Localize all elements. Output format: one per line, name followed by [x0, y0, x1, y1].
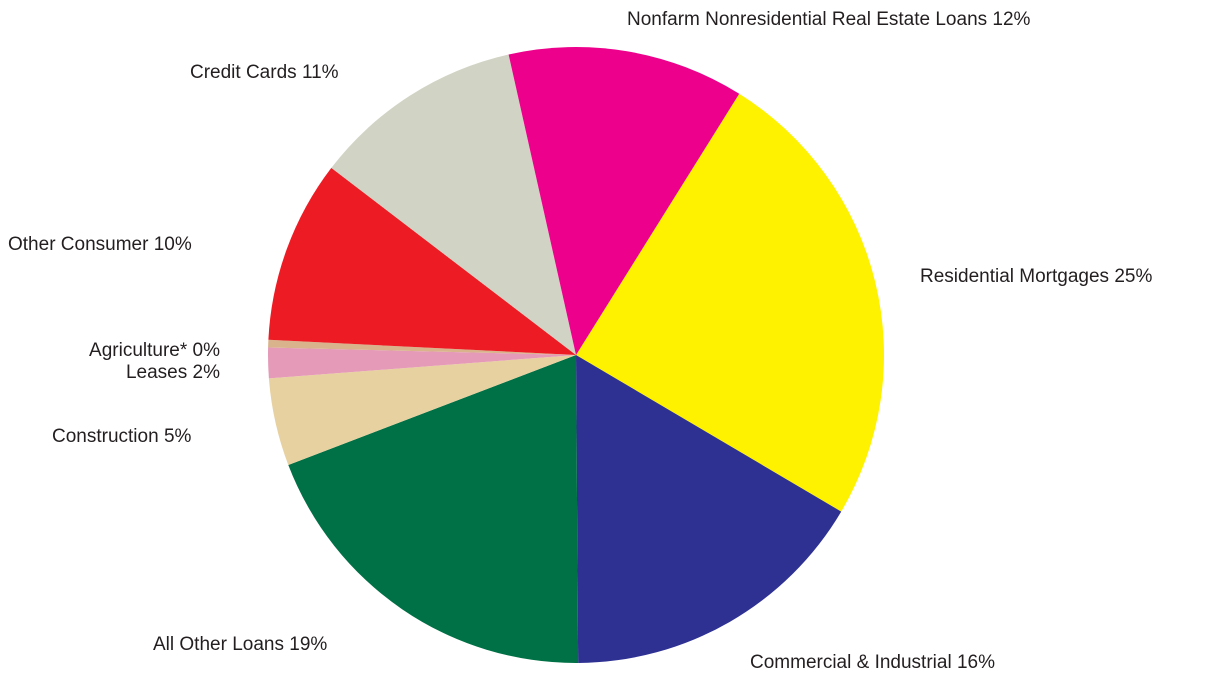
category-name: All Other Loans	[153, 634, 284, 655]
value-label: 5%	[164, 426, 192, 447]
slice-label: Residential Mortgages 25%	[920, 266, 1152, 287]
value-label: 16%	[957, 652, 995, 673]
slice-label: Credit Cards 11%	[190, 62, 339, 83]
category-name: Leases	[126, 362, 187, 383]
value-label: 11%	[302, 62, 339, 83]
slice-label: Agriculture* 0%	[89, 340, 220, 361]
category-name: Credit Cards	[190, 62, 297, 83]
pie-slice	[268, 347, 576, 379]
pie-slice	[268, 167, 576, 355]
slice-label: All Other Loans 19%	[153, 634, 327, 655]
slice-label: Other Consumer 10%	[8, 234, 192, 255]
category-name: Nonfarm Nonresidential Real Estate Loans	[627, 9, 987, 30]
pie-slice	[268, 339, 576, 355]
pie-slice	[576, 355, 842, 663]
slice-label: Construction 5%	[52, 426, 192, 447]
slice-label: Commercial & Industrial 16%	[750, 652, 995, 673]
category-name: Agriculture*	[89, 340, 188, 361]
slice-label: Nonfarm Nonresidential Real Estate Loans…	[627, 9, 1031, 30]
category-name: Other Consumer	[8, 234, 149, 255]
slice-label: Leases 2%	[126, 362, 220, 383]
pie-slice	[268, 355, 576, 465]
pie-slice	[576, 93, 884, 512]
pie-slice	[288, 355, 579, 663]
value-label: 19%	[289, 634, 327, 655]
value-label: 25%	[1114, 266, 1152, 287]
category-name: Commercial & Industrial	[750, 652, 952, 673]
pie-slice	[331, 54, 576, 356]
value-label: 12%	[992, 9, 1030, 30]
pie-slice	[508, 47, 740, 356]
value-label: 10%	[154, 234, 192, 255]
category-name: Construction	[52, 426, 159, 447]
value-label: 2%	[193, 362, 221, 383]
value-label: 0%	[193, 340, 221, 361]
category-name: Residential Mortgages	[920, 266, 1109, 287]
